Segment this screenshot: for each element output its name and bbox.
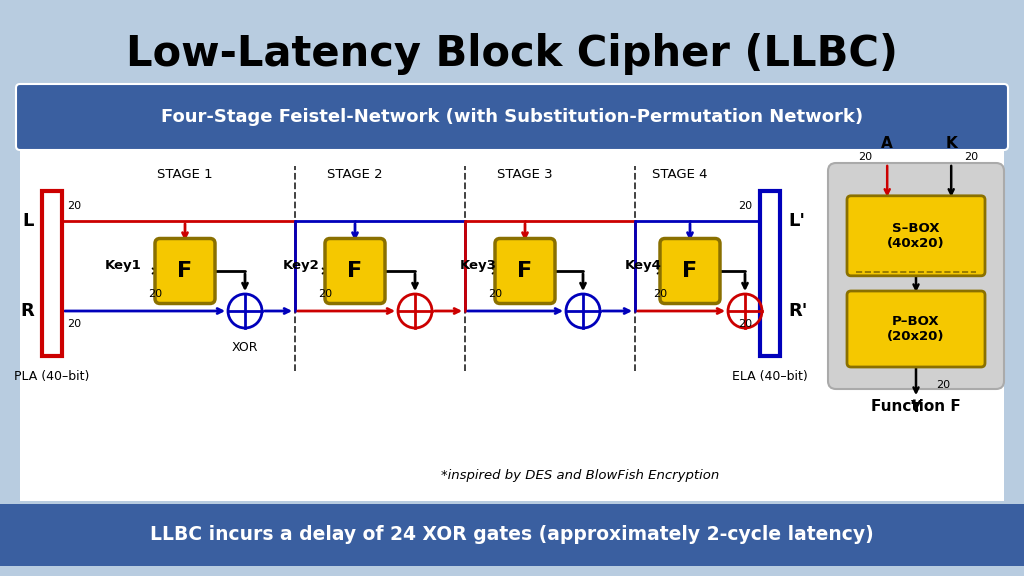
FancyBboxPatch shape — [847, 291, 985, 367]
Text: 20: 20 — [738, 319, 752, 329]
Text: 20: 20 — [488, 289, 502, 299]
Text: LLBC incurs a delay of 24 XOR gates (approximately 2-cycle latency): LLBC incurs a delay of 24 XOR gates (app… — [151, 525, 873, 544]
Text: Four-Stage Feistel-Network (with Substitution-Permutation Network): Four-Stage Feistel-Network (with Substit… — [161, 108, 863, 126]
Text: F: F — [177, 261, 193, 281]
Text: P–BOX
(20x20): P–BOX (20x20) — [887, 315, 945, 343]
FancyBboxPatch shape — [16, 84, 1008, 150]
FancyBboxPatch shape — [660, 238, 720, 304]
Text: Key3: Key3 — [460, 260, 497, 272]
Text: STAGE 1: STAGE 1 — [158, 168, 213, 181]
Text: R': R' — [788, 302, 807, 320]
Text: Key2: Key2 — [283, 260, 319, 272]
Bar — [20, 151, 1004, 501]
Text: 20: 20 — [965, 152, 978, 162]
Text: 20: 20 — [67, 319, 81, 329]
Text: Function F: Function F — [871, 399, 961, 414]
FancyBboxPatch shape — [325, 238, 385, 304]
Text: F: F — [347, 261, 362, 281]
Text: 20: 20 — [67, 201, 81, 211]
Text: Key1: Key1 — [105, 260, 141, 272]
Text: 20: 20 — [653, 289, 667, 299]
Text: Low-Latency Block Cipher (LLBC): Low-Latency Block Cipher (LLBC) — [126, 33, 898, 75]
Text: S–BOX
(40x20): S–BOX (40x20) — [887, 222, 945, 250]
Text: 20: 20 — [738, 201, 752, 211]
Text: STAGE 4: STAGE 4 — [652, 168, 708, 181]
FancyBboxPatch shape — [847, 196, 985, 276]
Text: K: K — [945, 135, 957, 150]
Text: R: R — [20, 302, 34, 320]
Text: Key4: Key4 — [625, 260, 662, 272]
Text: 20: 20 — [858, 152, 872, 162]
FancyBboxPatch shape — [155, 238, 215, 304]
Bar — [760, 191, 780, 356]
Text: 20: 20 — [936, 380, 950, 390]
FancyBboxPatch shape — [828, 163, 1004, 389]
Text: STAGE 2: STAGE 2 — [328, 168, 383, 181]
Text: F: F — [517, 261, 532, 281]
Text: 20: 20 — [147, 289, 162, 299]
FancyBboxPatch shape — [495, 238, 555, 304]
Text: XOR: XOR — [231, 341, 258, 354]
Bar — [42, 191, 62, 356]
Text: Y: Y — [910, 400, 922, 415]
Text: A: A — [882, 135, 893, 150]
Text: L: L — [23, 212, 34, 230]
Bar — [0, 504, 1024, 566]
Text: STAGE 3: STAGE 3 — [498, 168, 553, 181]
Text: L': L' — [788, 212, 805, 230]
Text: *inspired by DES and BlowFish Encryption: *inspired by DES and BlowFish Encryption — [441, 469, 719, 483]
Text: F: F — [682, 261, 697, 281]
Text: ELA (40–bit): ELA (40–bit) — [732, 370, 808, 383]
Text: 20: 20 — [317, 289, 332, 299]
Text: PLA (40–bit): PLA (40–bit) — [14, 370, 90, 383]
